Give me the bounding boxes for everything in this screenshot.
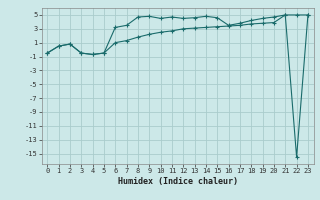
X-axis label: Humidex (Indice chaleur): Humidex (Indice chaleur) xyxy=(118,177,237,186)
